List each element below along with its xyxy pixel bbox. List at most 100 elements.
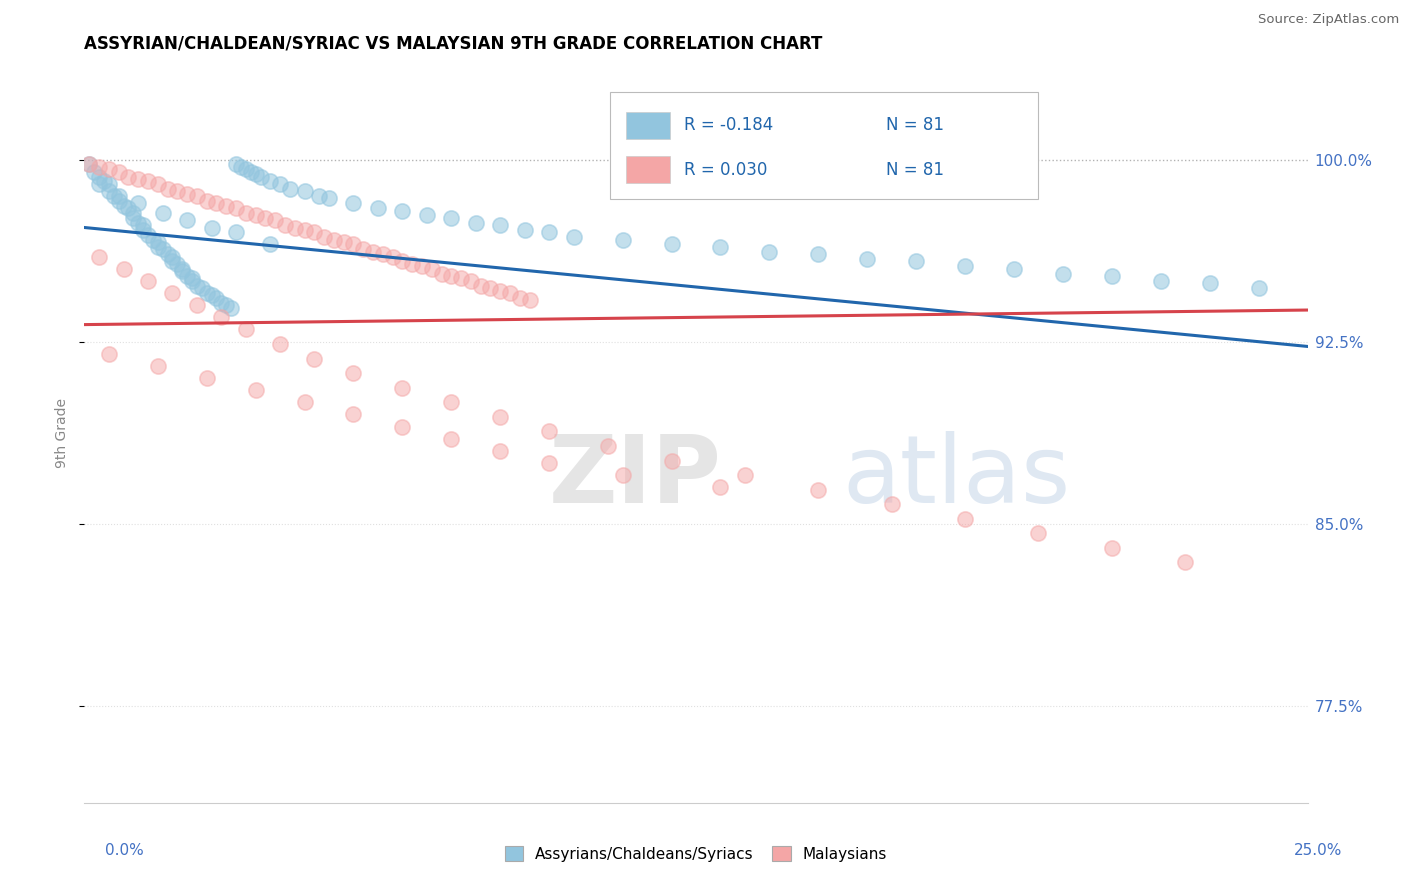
Point [513, 223, 536, 237]
Point [314, 230, 336, 244]
Point [205, 291, 228, 305]
Point [200, 220, 222, 235]
Point [440, 268, 463, 283]
Point [186, 189, 208, 203]
Point [132, 218, 155, 232]
Point [807, 247, 830, 261]
Point [391, 203, 413, 218]
Point [304, 225, 326, 239]
Point [361, 244, 384, 259]
FancyBboxPatch shape [626, 112, 671, 138]
Point [464, 216, 486, 230]
Point [308, 189, 330, 203]
Point [342, 196, 364, 211]
Point [127, 216, 149, 230]
Point [146, 177, 169, 191]
Text: N = 81: N = 81 [886, 161, 943, 178]
Point [245, 383, 267, 397]
Point [87, 177, 110, 191]
Point [371, 247, 394, 261]
Point [1052, 267, 1074, 281]
FancyBboxPatch shape [610, 92, 1039, 200]
Point [195, 194, 218, 208]
Point [758, 244, 780, 259]
Point [1247, 281, 1270, 295]
Point [97, 162, 120, 177]
Legend: Assyrians/Chaldeans/Syriacs, Malaysians: Assyrians/Chaldeans/Syriacs, Malaysians [505, 847, 887, 862]
Point [77, 157, 100, 171]
Point [181, 274, 204, 288]
Text: atlas: atlas [842, 431, 1071, 523]
Text: R = 0.030: R = 0.030 [683, 161, 768, 178]
Point [103, 189, 125, 203]
Point [880, 497, 903, 511]
Point [430, 267, 453, 281]
Point [172, 264, 194, 278]
Point [122, 206, 145, 220]
Point [186, 298, 208, 312]
Point [499, 286, 522, 301]
Point [1174, 556, 1197, 570]
Point [156, 247, 179, 261]
Point [269, 337, 291, 351]
Point [176, 268, 198, 283]
Point [734, 468, 756, 483]
Point [489, 443, 512, 458]
Text: ASSYRIAN/CHALDEAN/SYRIAC VS MALAYSIAN 9TH GRADE CORRELATION CHART: ASSYRIAN/CHALDEAN/SYRIAC VS MALAYSIAN 9T… [84, 35, 823, 53]
Point [322, 233, 344, 247]
Point [661, 453, 683, 467]
Point [420, 261, 443, 276]
Point [245, 167, 267, 181]
Point [278, 182, 301, 196]
Point [269, 177, 291, 191]
Point [538, 456, 561, 470]
Text: 25.0%: 25.0% [1295, 843, 1343, 858]
Point [391, 419, 413, 434]
Point [77, 157, 100, 171]
Point [807, 483, 830, 497]
Point [440, 432, 463, 446]
Point [146, 359, 169, 373]
Text: 0.0%: 0.0% [105, 843, 145, 858]
FancyBboxPatch shape [626, 156, 671, 183]
Point [661, 237, 683, 252]
Point [142, 233, 165, 247]
Point [856, 252, 879, 266]
Point [200, 288, 222, 302]
Point [225, 157, 247, 171]
Point [152, 243, 174, 257]
Point [342, 237, 364, 252]
Point [489, 409, 512, 424]
Point [209, 295, 232, 310]
Point [136, 227, 159, 242]
Point [235, 162, 257, 177]
Point [1101, 541, 1123, 555]
Point [166, 184, 188, 198]
Point [538, 225, 561, 239]
Point [117, 169, 139, 184]
Point [136, 174, 159, 188]
Point [440, 211, 463, 225]
Point [127, 196, 149, 211]
Point [450, 271, 472, 285]
Point [264, 213, 287, 227]
Point [162, 286, 184, 301]
Point [612, 233, 634, 247]
Point [401, 257, 423, 271]
Point [215, 298, 238, 312]
Point [107, 194, 129, 208]
Point [381, 250, 404, 264]
Point [235, 206, 257, 220]
Point [905, 254, 928, 268]
Point [195, 371, 218, 385]
Text: Source: ZipAtlas.com: Source: ZipAtlas.com [1258, 13, 1399, 27]
Point [479, 281, 502, 295]
Point [162, 254, 184, 268]
Point [152, 206, 174, 220]
Point [219, 301, 242, 315]
Point [87, 250, 110, 264]
Point [249, 169, 271, 184]
Point [136, 274, 159, 288]
Point [367, 201, 389, 215]
Point [1198, 277, 1220, 291]
